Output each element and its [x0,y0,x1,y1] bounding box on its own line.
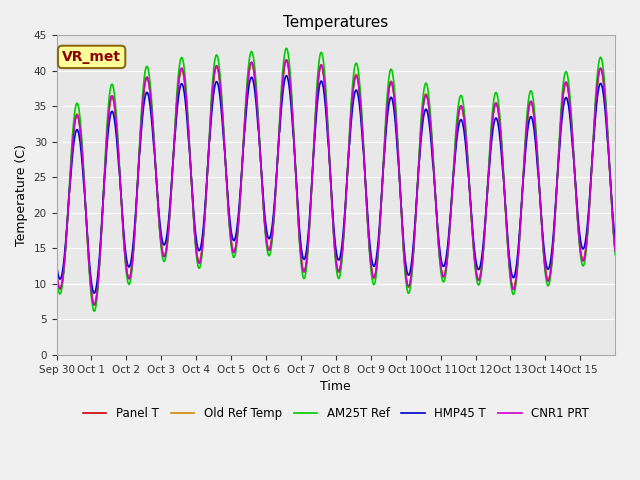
AM25T Ref [322,87,330,93]
AM25T Ref [605,146,612,152]
Line: AM25T Ref: AM25T Ref [56,48,615,311]
CNR1 PRT [468,226,476,231]
Panel T [312,117,319,123]
Old Ref Temp [611,247,619,253]
Panel T [90,302,98,308]
Line: CNR1 PRT: CNR1 PRT [56,60,615,305]
Panel T [52,270,60,276]
Old Ref Temp [605,151,612,156]
Y-axis label: Temperature (C): Temperature (C) [15,144,28,246]
Old Ref Temp [283,57,291,62]
HMP45 T [550,223,558,228]
Panel T [605,150,612,156]
Old Ref Temp [90,302,98,308]
HMP45 T [90,290,98,296]
Line: HMP45 T: HMP45 T [56,76,615,293]
HMP45 T [312,127,319,132]
HMP45 T [468,222,476,228]
AM25T Ref [468,227,476,232]
CNR1 PRT [550,228,558,234]
AM25T Ref [312,109,319,115]
HMP45 T [140,99,148,105]
Panel T [283,57,291,63]
AM25T Ref [140,74,148,80]
Old Ref Temp [140,84,148,90]
CNR1 PRT [90,302,98,308]
CNR1 PRT [322,97,330,103]
CNR1 PRT [611,248,619,254]
AM25T Ref [52,274,60,279]
Old Ref Temp [550,228,558,234]
Panel T [550,228,558,234]
Old Ref Temp [312,118,319,123]
AM25T Ref [90,308,98,314]
X-axis label: Time: Time [321,380,351,393]
Legend: Panel T, Old Ref Temp, AM25T Ref, HMP45 T, CNR1 PRT: Panel T, Old Ref Temp, AM25T Ref, HMP45 … [78,402,594,425]
HMP45 T [322,108,330,114]
HMP45 T [52,262,60,267]
Old Ref Temp [322,97,330,103]
HMP45 T [605,152,612,157]
HMP45 T [283,73,291,79]
Old Ref Temp [468,226,476,232]
Title: Temperatures: Temperatures [284,15,388,30]
CNR1 PRT [605,151,612,157]
CNR1 PRT [312,117,319,122]
Panel T [322,96,330,102]
CNR1 PRT [52,269,60,275]
CNR1 PRT [282,57,290,63]
HMP45 T [611,238,619,243]
Line: Old Ref Temp: Old Ref Temp [56,60,615,305]
Line: Panel T: Panel T [56,60,615,305]
AM25T Ref [611,252,619,257]
Old Ref Temp [52,270,60,276]
Panel T [140,85,148,91]
Panel T [468,226,476,232]
Text: VR_met: VR_met [62,50,121,64]
AM25T Ref [550,229,558,235]
CNR1 PRT [140,85,148,91]
AM25T Ref [283,46,291,51]
Panel T [611,247,619,253]
